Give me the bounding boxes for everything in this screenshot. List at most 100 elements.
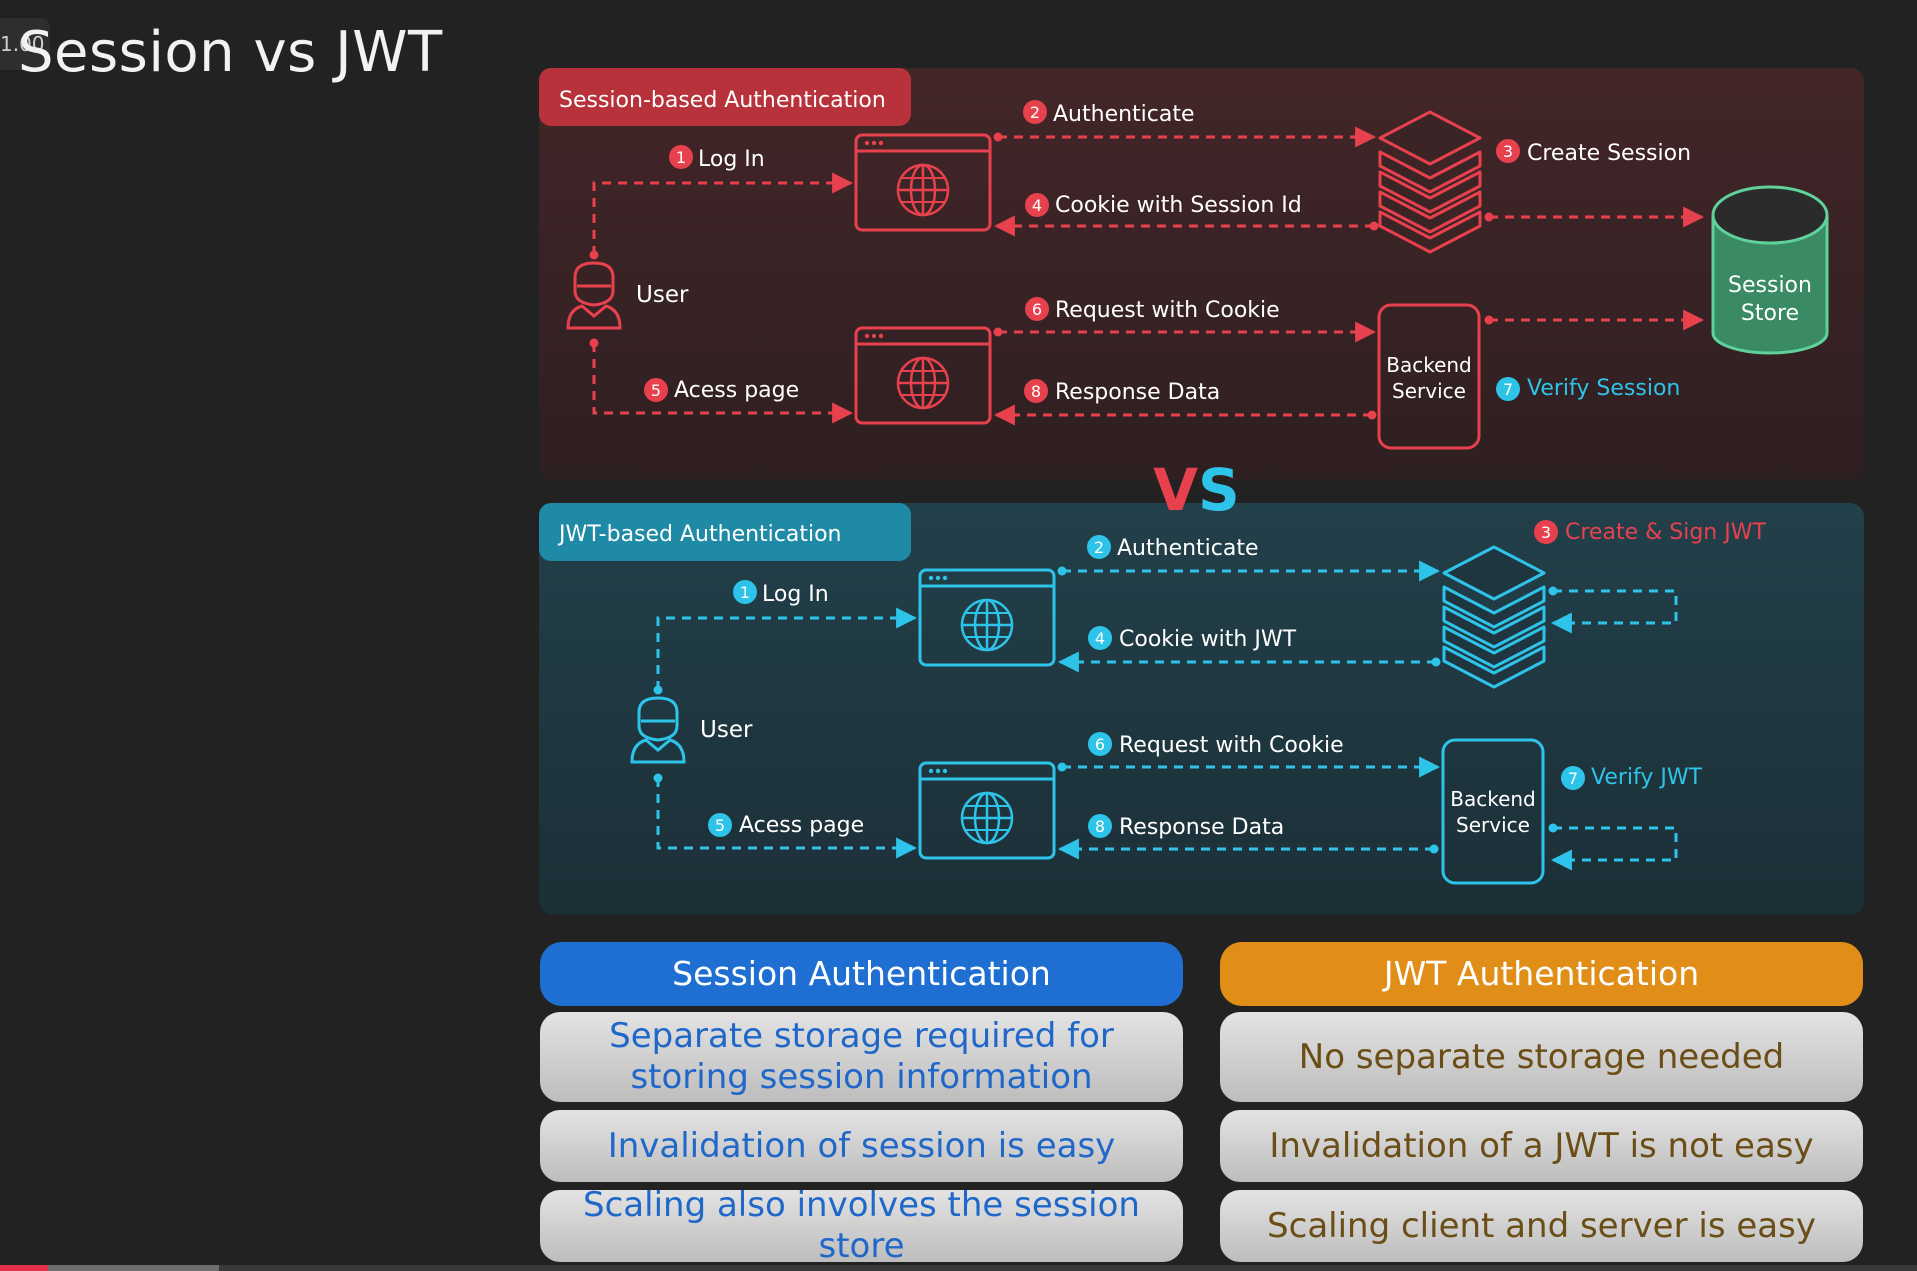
session-arrow-login xyxy=(592,172,854,255)
session-store-line1: Session xyxy=(1728,273,1812,298)
session-step-4: 4 Cookie with Session Id xyxy=(1025,193,1302,218)
jwt-panel xyxy=(539,503,1864,915)
svg-text:Cookie with JWT: Cookie with JWT xyxy=(1119,627,1297,652)
jwt-step-5: 5 Acess page xyxy=(708,813,864,838)
video-buffered-segment xyxy=(47,1265,219,1271)
svg-text:Verify Session: Verify Session xyxy=(1527,376,1680,401)
svg-text:Request with Cookie: Request with Cookie xyxy=(1119,733,1344,758)
jwt-step-4: 4 Cookie with JWT xyxy=(1088,626,1297,652)
svg-text:1: 1 xyxy=(676,148,686,167)
session-backend-line2: Service xyxy=(1392,379,1466,403)
jwt-user-label: User xyxy=(700,717,753,743)
svg-text:4: 4 xyxy=(1095,629,1105,648)
session-step-2: 2 Authenticate xyxy=(1023,100,1195,127)
jwt-step-7: 7 Verify JWT xyxy=(1561,765,1703,790)
svg-text:Create & Sign JWT: Create & Sign JWT xyxy=(1565,520,1766,545)
jwt-backend-service xyxy=(1441,738,1545,885)
jwt-server-stack-icon xyxy=(1442,545,1546,689)
svg-text:Authenticate: Authenticate xyxy=(1117,536,1259,561)
svg-text:6: 6 xyxy=(1032,300,1042,319)
video-progress-bar[interactable] xyxy=(0,1265,1917,1271)
session-user-icon xyxy=(566,261,622,330)
svg-text:7: 7 xyxy=(1503,380,1513,399)
svg-text:Acess page: Acess page xyxy=(739,813,864,838)
session-panel-header-text: Session-based Authentication xyxy=(559,88,886,113)
jwt-step-3: 3 Create & Sign JWT xyxy=(1534,520,1766,545)
playback-speed-badge[interactable]: 1.00 xyxy=(0,18,50,70)
session-arrow-access xyxy=(592,343,854,424)
session-globe-icon-top xyxy=(896,163,950,217)
session-server-stack-icon xyxy=(1378,110,1482,254)
jwt-user-icon xyxy=(630,696,686,764)
session-backend-line1: Backend xyxy=(1386,353,1472,377)
svg-text:Authenticate: Authenticate xyxy=(1053,102,1195,127)
jwt-backend-line2: Service xyxy=(1456,813,1530,837)
video-played-segment xyxy=(0,1265,48,1271)
jwt-panel-header xyxy=(539,503,911,561)
session-step-5: 5 Acess page xyxy=(644,378,799,403)
jwt-arrow-access xyxy=(656,778,918,859)
jwt-step-2: 2 Authenticate xyxy=(1087,535,1259,561)
jwt-panel-header-text: JWT-based Authentication xyxy=(557,522,842,547)
session-step-6: 6 Request with Cookie xyxy=(1025,297,1280,323)
session-user-label: User xyxy=(636,282,689,308)
jwt-globe-icon-top xyxy=(960,598,1014,652)
session-step-3: 3 Create Session xyxy=(1496,139,1691,166)
session-store-line2: Store xyxy=(1741,301,1799,326)
jwt-comparison-row-1: No separate storage needed xyxy=(1220,1012,1863,1102)
session-panel xyxy=(539,68,1864,480)
svg-text:Log In: Log In xyxy=(698,147,765,172)
session-panel-header xyxy=(539,68,911,126)
svg-text:Cookie with Session Id: Cookie with Session Id xyxy=(1055,193,1302,218)
svg-text:Request with Cookie: Request with Cookie xyxy=(1055,298,1280,323)
slide-title: Session vs JWT xyxy=(18,20,443,85)
session-step-1: 1 Log In xyxy=(669,145,765,172)
jwt-arrow-login xyxy=(656,607,918,690)
session-comparison-row-3: Scaling also involves the session store xyxy=(540,1185,1183,1266)
svg-text:4: 4 xyxy=(1032,196,1042,215)
svg-text:Verify JWT: Verify JWT xyxy=(1591,765,1703,790)
session-comparison-row-1: Separate storage required for storing se… xyxy=(540,1012,1183,1102)
session-browser-bottom xyxy=(854,326,992,425)
svg-text:3: 3 xyxy=(1541,523,1551,542)
jwt-comparison-row-2: Invalidation of a JWT is not easy xyxy=(1220,1110,1863,1182)
svg-text:Response Data: Response Data xyxy=(1055,380,1220,405)
svg-text:Log In: Log In xyxy=(762,582,829,607)
session-backend-service xyxy=(1377,303,1481,450)
session-comparison-row-2: Invalidation of session is easy xyxy=(540,1110,1183,1182)
svg-text:7: 7 xyxy=(1568,769,1578,788)
vs-letter-s: S xyxy=(1198,456,1240,524)
svg-text:5: 5 xyxy=(651,381,661,400)
jwt-step-1: 1 Log In xyxy=(733,580,829,607)
svg-text:Response Data: Response Data xyxy=(1119,815,1284,840)
svg-text:3: 3 xyxy=(1503,142,1513,161)
session-store-cylinder xyxy=(1711,185,1829,355)
jwt-step-8: 8 Response Data xyxy=(1088,814,1284,840)
svg-text:5: 5 xyxy=(715,816,725,835)
jwt-browser-bottom xyxy=(918,761,1056,860)
jwt-step-6: 6 Request with Cookie xyxy=(1088,732,1344,758)
jwt-arrow-sign-loop xyxy=(1550,589,1678,634)
svg-text:1: 1 xyxy=(740,583,750,602)
svg-text:8: 8 xyxy=(1095,817,1105,836)
svg-text:6: 6 xyxy=(1095,735,1105,754)
jwt-arrow-verify-loop xyxy=(1550,826,1678,871)
vs-letter-v: V xyxy=(1153,456,1198,524)
session-step-7: 7 Verify Session xyxy=(1496,376,1680,401)
session-globe-icon-bottom xyxy=(896,356,950,410)
svg-text:2: 2 xyxy=(1094,538,1104,557)
jwt-globe-icon-bottom xyxy=(960,791,1014,845)
svg-text:2: 2 xyxy=(1030,103,1040,122)
svg-text:Create Session: Create Session xyxy=(1527,141,1691,166)
jwt-comparison-header: JWT Authentication xyxy=(1220,942,1863,1006)
svg-text:8: 8 xyxy=(1031,382,1041,401)
jwt-browser-top xyxy=(918,568,1056,667)
session-browser-top xyxy=(854,133,992,232)
session-step-8: 8 Response Data xyxy=(1024,379,1220,405)
jwt-comparison-row-3: Scaling client and server is easy xyxy=(1220,1190,1863,1262)
svg-text:Acess page: Acess page xyxy=(674,378,799,403)
session-comparison-header: Session Authentication xyxy=(540,942,1183,1006)
jwt-backend-line1: Backend xyxy=(1450,787,1536,811)
